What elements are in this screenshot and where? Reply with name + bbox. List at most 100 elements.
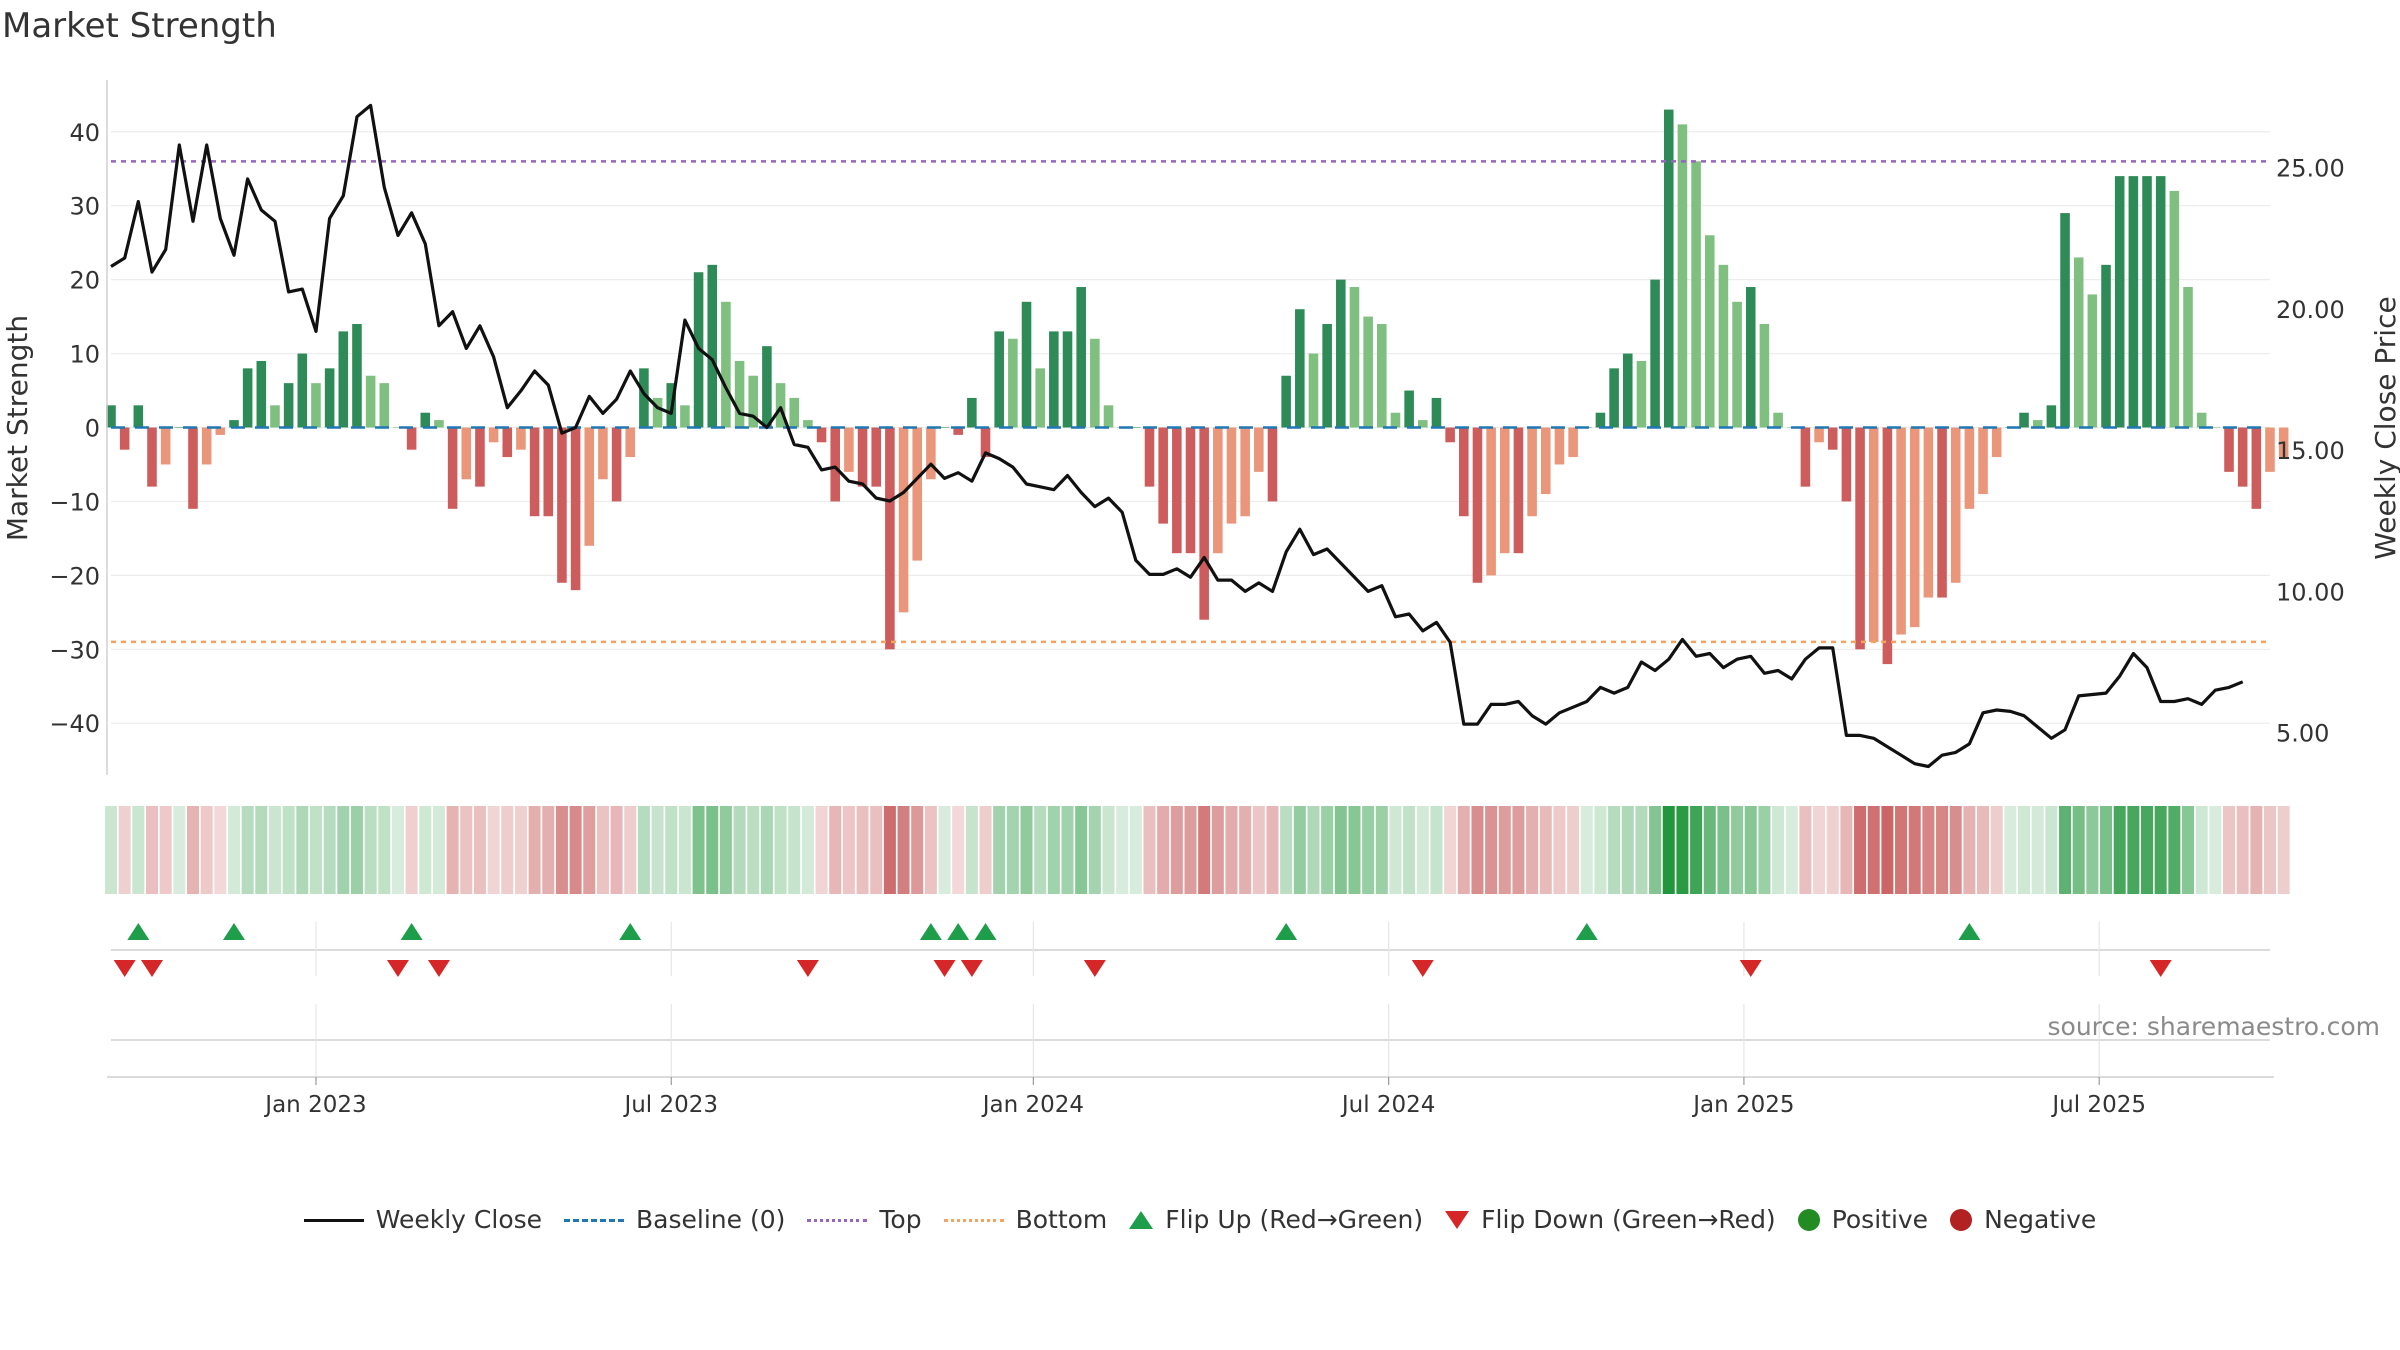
strength-strip-cell [2113,806,2126,894]
strength-strip-cell [1047,806,1060,894]
strength-strip-cell [2154,806,2167,894]
strength-strip-cell [405,806,418,894]
strength-bar [324,368,335,428]
strength-bar [147,427,157,487]
strength-strip-cell [1936,806,1949,894]
strength-bar [447,427,458,509]
strength-bar [215,427,226,435]
strength-strip-cell [132,806,145,894]
strength-bar [1691,161,1701,428]
strength-strip-cell [842,806,855,894]
strength-bar [1240,427,1250,517]
strength-strip-cell [2209,806,2222,894]
strength-strip-cell [2141,806,2154,894]
flip-up-marker [947,923,970,940]
left-tick-label: 40 [69,119,100,147]
strength-strip-cell [391,806,404,894]
strength-bar [2032,420,2043,428]
strength-bar [926,427,936,480]
strength-strip-cell [897,806,910,894]
flip-down-icon [1445,1210,1470,1229]
flip-down-marker [113,960,136,977]
strength-strip-cell [924,806,937,894]
legend-flip-up: Flip Up (Red→Green) [1129,1205,1423,1234]
strength-strip-cell [473,806,486,894]
strength-bar [1595,412,1606,428]
strength-strip-cell [1198,806,1211,894]
strength-strip-cell [1252,806,1265,894]
strength-strip-cell [651,806,664,894]
strength-strip-cell [323,806,336,894]
strength-bar [857,427,868,487]
strength-strip-cell [1020,806,1033,894]
strength-bar [283,383,294,428]
strength-strip-cell [214,806,227,894]
strength-strip-cell [350,806,363,894]
strength-bar [2019,412,2029,428]
flip-up-marker [400,923,423,940]
strength-strip-cell [2086,806,2099,894]
right-tick-label: 25.00 [2276,155,2345,183]
strength-strip-cell [1444,806,1457,894]
legend-weekly-close-swatch [303,1209,364,1231]
weekly-close-line [110,103,2244,769]
strength-strip-cell [1649,806,1662,894]
strength-bar [1103,405,1114,428]
strength-bar [1486,427,1496,576]
legend-bottom-swatch [943,1209,1004,1231]
strength-strip-cell [815,806,828,894]
legend-weekly-close-label: Weekly Close [375,1205,543,1234]
legend-negative: Negative [1950,1205,2096,1234]
strength-bar [2265,427,2275,472]
strength-bar [1677,124,1688,428]
strength-strip-cell [1293,806,1306,894]
flip-up-marker [1575,923,1598,940]
strength-bar [1008,338,1018,428]
strength-bar [1923,427,1934,598]
strength-strip-cell [1840,806,1853,894]
strength-bar [2278,427,2289,458]
flip-down-marker [960,960,983,977]
strength-strip-cell [1430,806,1443,894]
strength-bar [1472,427,1483,583]
strength-bar [1021,301,1032,428]
strength-strip-cell [1758,806,1771,894]
strength-bar [1349,287,1360,428]
negative-dot-icon [1950,1208,1973,1231]
strength-strip-cell [1485,806,1498,894]
strength-bar [584,427,595,546]
strength-bar [652,397,663,428]
strength-bar [1759,323,1770,428]
legend-top: Top [807,1205,922,1234]
flip-up-marker [919,923,942,940]
strength-bar [775,383,786,428]
right-tick-label: 5.00 [2276,720,2329,748]
strength-bar [160,427,171,465]
strength-bar [1281,375,1291,428]
strength-strip-cell [460,806,473,894]
left-tick-label: −30 [49,636,100,664]
strength-bar [1800,427,1811,487]
strength-strip-cell [1785,806,1798,894]
x-tick-label: Jan 2023 [263,1092,366,1118]
legend-top-swatch [807,1209,868,1231]
strength-bar [1254,427,1264,472]
strength-strip-cell [268,806,281,894]
strength-strip-cell [774,806,787,894]
strength-strip-cell [1334,806,1347,894]
strength-strip-cell [829,806,842,894]
strength-strip-cell [2168,806,2181,894]
strength-strip-cell [1608,806,1621,894]
strength-bar [2114,176,2125,428]
strength-bar [885,427,895,650]
strength-bar [980,427,991,458]
strength-bar [2142,176,2152,428]
strength-strip-cell [1143,806,1156,894]
strength-bar [229,420,239,428]
strength-bar [1267,427,1278,502]
flip-up-icon [1129,1210,1154,1229]
strength-bar [2169,190,2180,428]
strength-bar [994,331,1004,428]
strength-strip-cell [1498,806,1511,894]
legend-bottom: Bottom [943,1205,1107,1234]
